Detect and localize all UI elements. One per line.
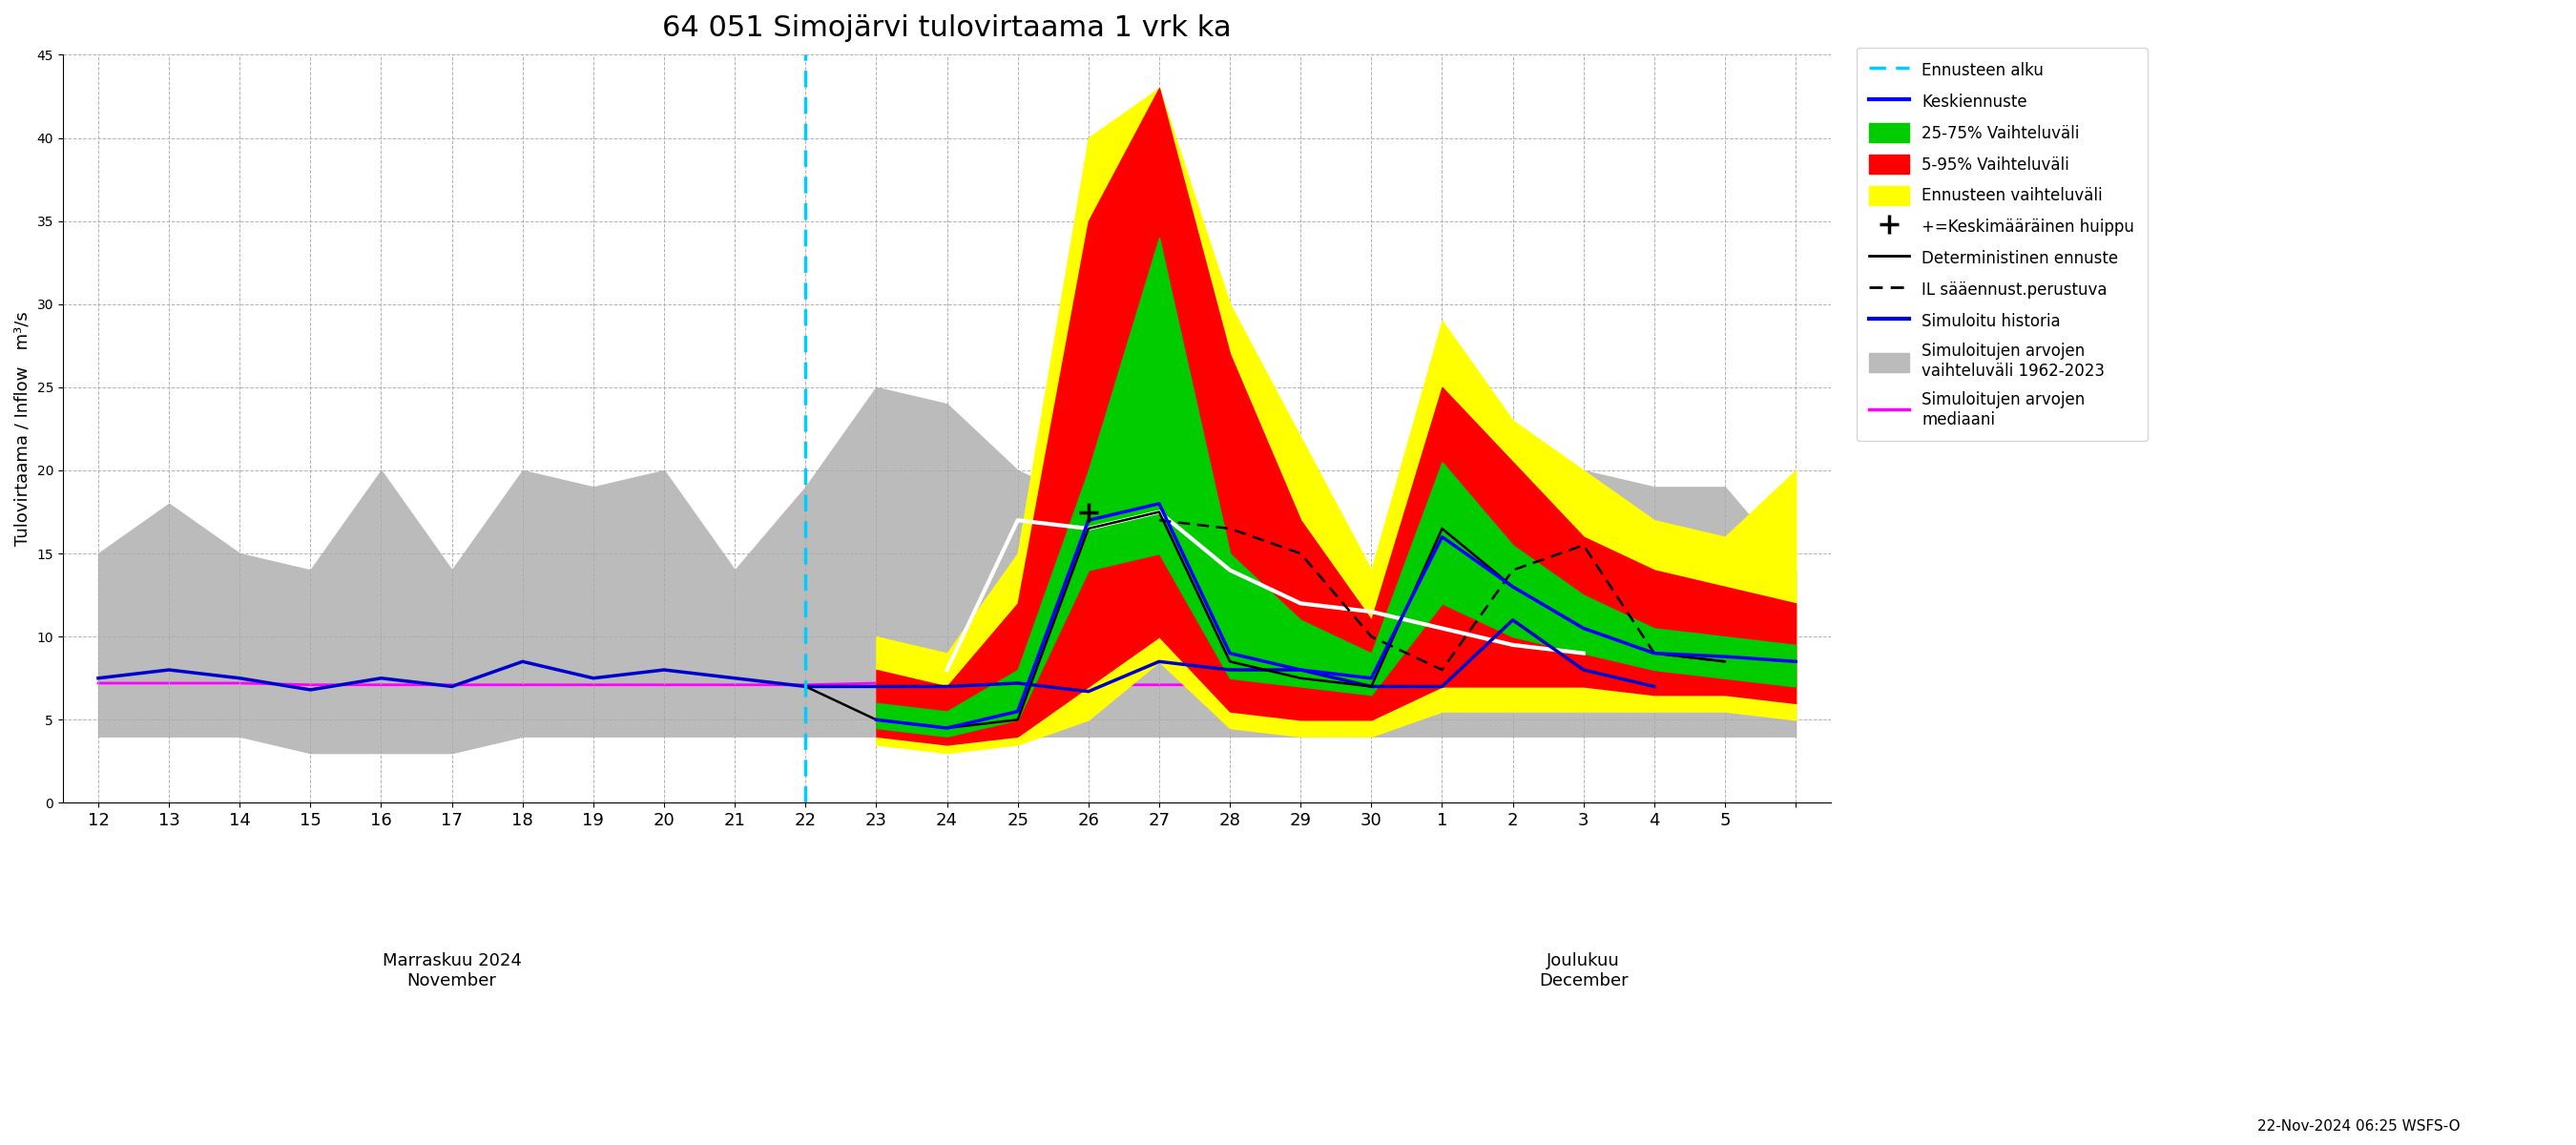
Title: 64 051 Simojärvi tulovirtaama 1 vrk ka: 64 051 Simojärvi tulovirtaama 1 vrk ka bbox=[662, 14, 1231, 42]
Text: Marraskuu 2024
November: Marraskuu 2024 November bbox=[381, 953, 520, 989]
Text: Joulukuu
December: Joulukuu December bbox=[1538, 953, 1628, 989]
Text: 22-Nov-2024 06:25 WSFS-O: 22-Nov-2024 06:25 WSFS-O bbox=[2257, 1120, 2460, 1134]
Legend: Ennusteen alku, Keskiennuste, 25-75% Vaihteluväli, 5-95% Vaihteluväli, Ennusteen: Ennusteen alku, Keskiennuste, 25-75% Vai… bbox=[1857, 48, 2148, 441]
Y-axis label: Tulovirtaama / Inflow   m³/s: Tulovirtaama / Inflow m³/s bbox=[15, 311, 31, 546]
